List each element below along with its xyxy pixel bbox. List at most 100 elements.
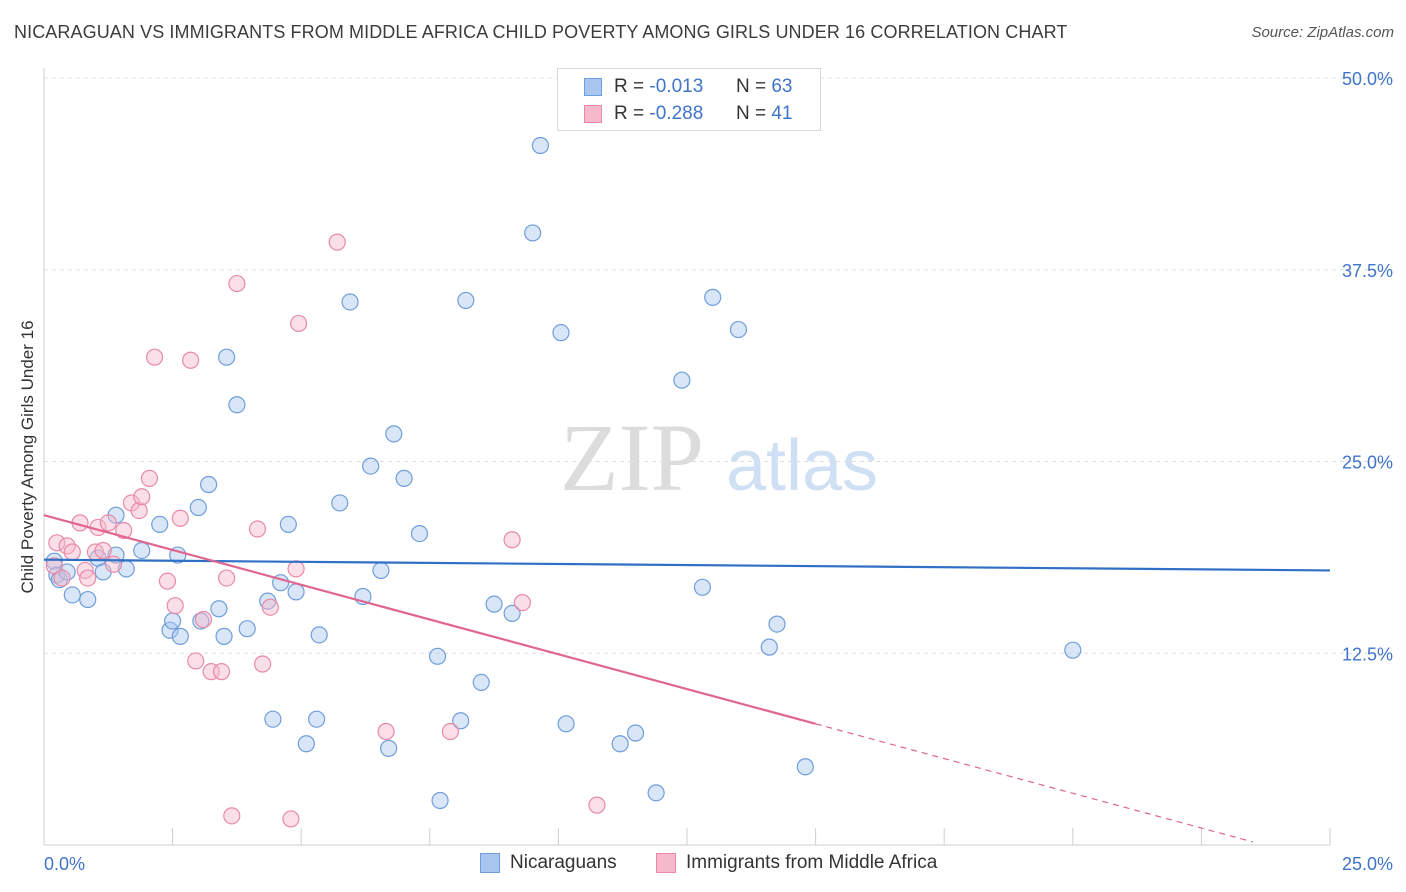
immigrants-point <box>158 572 177 590</box>
immigrants-point <box>261 598 279 616</box>
grid-lines <box>44 77 1392 654</box>
y-tick-label: 25.0% <box>1342 453 1393 473</box>
nicaraguans-point <box>452 712 470 730</box>
immigrants-point <box>99 514 117 532</box>
immigrants-point <box>223 807 241 825</box>
nicaraguans-point <box>45 552 63 570</box>
legend-n-label: N = <box>735 76 767 97</box>
nicaraguans-point <box>760 638 778 656</box>
nicaraguans-point <box>279 515 297 533</box>
bottom-legend-nicaraguans: Nicaraguans <box>480 850 617 876</box>
bottom-legend-label: Nicaraguans <box>510 852 617 873</box>
immigrants-point <box>79 569 97 587</box>
nicaraguans-point <box>729 320 748 339</box>
legend-swatch-blue <box>584 78 602 96</box>
immigrants-point <box>45 557 63 575</box>
nicaraguans-point <box>524 224 542 242</box>
nicaraguans-point <box>431 791 449 810</box>
nicaraguans-point <box>228 396 246 414</box>
legend-r-value: -0.013 <box>649 76 704 97</box>
y-tick-label: 50.0% <box>1342 69 1393 89</box>
trend-lines <box>43 514 1331 843</box>
immigrants-point <box>218 569 236 587</box>
immigrants-point <box>104 555 123 573</box>
nicaraguans-point <box>218 348 236 366</box>
nicaraguans-trend-line <box>43 558 1331 572</box>
nicaraguans-point <box>503 604 521 622</box>
immigrants-point <box>503 531 521 549</box>
watermark-atlas: atlas <box>726 426 878 506</box>
nicaraguans-point <box>395 469 413 487</box>
nicaraguans-point <box>457 291 475 310</box>
legend-n-value: 63 <box>771 76 793 97</box>
nicaraguans-point <box>372 561 390 580</box>
immigrants-point <box>588 796 606 814</box>
nicaraguans-point <box>380 739 398 757</box>
y-tick-label: 37.5% <box>1342 261 1393 281</box>
x-tick-label-max: 25.0% <box>1342 854 1393 874</box>
x-tick-labels: 0.0% 25.0% <box>44 854 1393 874</box>
immigrants-point <box>187 652 205 670</box>
bottom-legend-swatch-blue <box>480 853 500 873</box>
immigrants-point <box>228 274 246 293</box>
nicaraguans-point <box>287 583 305 601</box>
immigrants-point <box>290 314 308 333</box>
nicaraguans-point <box>189 498 207 517</box>
nicaraguans-point <box>410 524 429 543</box>
nicaraguans-point <box>796 758 814 776</box>
nicaraguans-point <box>164 612 182 630</box>
legend-n-value: 41 <box>771 103 793 124</box>
bottom-legend-immigrants: Immigrants from Middle Africa <box>656 850 937 876</box>
nicaraguans-point <box>704 288 722 306</box>
immigrants-trend-extrapolation <box>815 723 1253 843</box>
nicaraguans-point <box>362 457 380 475</box>
nicaraguans-point <box>647 784 665 802</box>
immigrants-point <box>441 722 459 741</box>
nicaraguans-point <box>341 293 359 311</box>
immigrants-point <box>63 543 81 561</box>
nicaraguans-point <box>557 715 575 733</box>
nicaraguans-point <box>63 586 81 604</box>
immigrants-point <box>248 520 267 538</box>
legend-r-label: R = <box>614 103 645 124</box>
immigrants-point <box>145 348 164 366</box>
legend-n-label: N = <box>735 103 767 124</box>
legend-row-nicaraguans: R = -0.013 N = 63 <box>584 75 792 99</box>
axes <box>43 68 1331 846</box>
nicaraguans-point <box>171 627 189 645</box>
nicaraguans-point <box>693 578 712 596</box>
y-tick-labels: 12.5% 25.0% 37.5% 50.0% <box>1342 69 1393 664</box>
y-tick-label: 12.5% <box>1342 644 1393 664</box>
nicaraguans-point <box>151 515 169 533</box>
legend-swatch-pink <box>584 105 602 123</box>
correlation-legend: R = -0.013 N = 63 R = -0.288 N = 41 <box>557 68 821 131</box>
immigrants-point <box>171 509 189 527</box>
chart-source: Source: ZipAtlas.com <box>1251 24 1394 41</box>
immigrants-point <box>513 594 531 612</box>
immigrants-point <box>133 488 151 506</box>
series-nicaraguans <box>45 136 1082 810</box>
immigrants-trend-line <box>43 514 816 725</box>
immigrants-point <box>94 541 112 560</box>
immigrants-point <box>48 534 66 552</box>
immigrants-point <box>328 233 346 251</box>
immigrants-point <box>140 469 159 487</box>
nicaraguans-point <box>626 724 645 742</box>
nicaraguans-point <box>310 626 328 644</box>
immigrants-point <box>377 722 395 741</box>
watermark: ZIP atlas <box>560 404 878 511</box>
watermark-zip: ZIP <box>560 404 704 511</box>
nicaraguans-point <box>331 494 349 512</box>
nicaraguans-point <box>238 620 256 638</box>
immigrants-point <box>53 569 71 587</box>
chart-title: NICARAGUAN VS IMMIGRANTS FROM MIDDLE AFR… <box>14 22 1068 42</box>
nicaraguans-point <box>133 541 151 560</box>
nicaraguans-point <box>611 735 629 753</box>
nicaraguans-point <box>485 595 503 613</box>
bottom-legend-swatch-pink <box>656 853 676 873</box>
immigrants-point <box>287 560 305 578</box>
nicaraguans-point <box>200 475 218 494</box>
nicaraguans-point <box>531 136 549 155</box>
nicaraguans-point <box>308 710 326 728</box>
